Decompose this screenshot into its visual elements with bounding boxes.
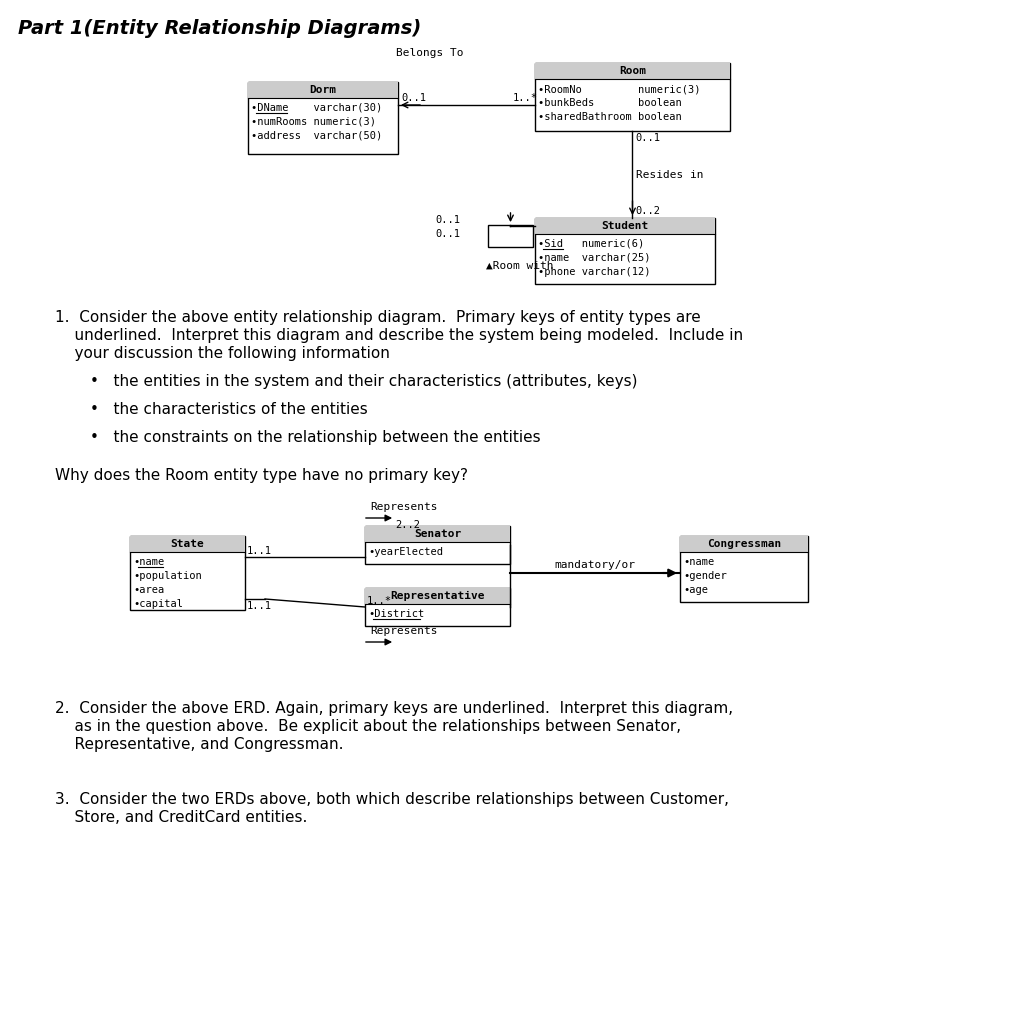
Text: Why does the Room entity type have no primary key?: Why does the Room entity type have no pr… <box>55 468 467 483</box>
Text: 1..*: 1..* <box>367 596 391 606</box>
Text: 1..1: 1..1 <box>247 601 272 611</box>
Text: 1..*: 1..* <box>513 93 538 103</box>
Text: •Sid   numeric(6): •Sid numeric(6) <box>538 239 644 249</box>
Text: Part 1(Entity Relationship Diagrams): Part 1(Entity Relationship Diagrams) <box>18 18 421 38</box>
Text: underlined.  Interpret this diagram and describe the system being modeled.  Incl: underlined. Interpret this diagram and d… <box>55 328 742 343</box>
Text: Resides in: Resides in <box>636 170 704 179</box>
Text: •RoomNo         numeric(3): •RoomNo numeric(3) <box>538 84 700 94</box>
Bar <box>365 588 510 626</box>
Text: •population: •population <box>132 571 201 581</box>
Text: your discussion the following information: your discussion the following informatio… <box>55 346 389 361</box>
Bar <box>679 536 807 602</box>
Text: •capital: •capital <box>132 599 183 609</box>
Text: •bunkBeds       boolean: •bunkBeds boolean <box>538 98 681 108</box>
Text: 0..1: 0..1 <box>435 215 460 225</box>
Text: Room: Room <box>619 66 645 76</box>
Text: •   the constraints on the relationship between the entities: • the constraints on the relationship be… <box>90 430 540 445</box>
Text: •DName    varchar(30): •DName varchar(30) <box>251 103 382 113</box>
Text: 2..2: 2..2 <box>394 520 420 530</box>
Bar <box>248 82 397 98</box>
Text: State: State <box>171 539 204 549</box>
Bar <box>248 82 397 154</box>
Bar <box>535 218 715 284</box>
Bar <box>365 588 510 604</box>
Text: •name  varchar(25): •name varchar(25) <box>538 253 650 263</box>
Bar <box>365 526 510 542</box>
Text: •District: •District <box>368 609 424 618</box>
Text: Representative: Representative <box>390 591 484 601</box>
Text: •sharedBathroom boolean: •sharedBathroom boolean <box>538 112 681 122</box>
Bar <box>129 536 245 610</box>
Text: 0..1: 0..1 <box>400 93 426 103</box>
Text: Represents: Represents <box>370 502 437 512</box>
Text: •numRooms numeric(3): •numRooms numeric(3) <box>251 117 376 127</box>
Bar <box>535 63 729 79</box>
Text: •   the entities in the system and their characteristics (attributes, keys): • the entities in the system and their c… <box>90 374 637 389</box>
Bar <box>535 63 729 131</box>
Text: Dorm: Dorm <box>309 85 337 95</box>
Text: Represents: Represents <box>370 626 437 636</box>
Text: ▲Room with: ▲Room with <box>485 261 553 271</box>
Text: •name: •name <box>132 557 164 567</box>
Text: 1.  Consider the above entity relationship diagram.  Primary keys of entity type: 1. Consider the above entity relationshi… <box>55 310 700 325</box>
Text: 0..1: 0..1 <box>635 133 660 143</box>
Text: •name: •name <box>682 557 714 567</box>
Bar <box>535 218 715 234</box>
Bar <box>679 536 807 552</box>
Bar <box>487 225 533 247</box>
Text: Belongs To: Belongs To <box>396 48 463 58</box>
Text: 1..1: 1..1 <box>247 546 272 556</box>
Text: 2.  Consider the above ERD. Again, primary keys are underlined.  Interpret this : 2. Consider the above ERD. Again, primar… <box>55 701 732 716</box>
Text: •area: •area <box>132 585 164 595</box>
Text: •phone varchar(12): •phone varchar(12) <box>538 267 650 278</box>
Text: •age: •age <box>682 585 708 595</box>
Text: Representative, and Congressman.: Representative, and Congressman. <box>55 737 343 752</box>
Text: as in the question above.  Be explicit about the relationships between Senator,: as in the question above. Be explicit ab… <box>55 719 680 734</box>
Text: •   the characteristics of the entities: • the characteristics of the entities <box>90 402 367 417</box>
Text: •address  varchar(50): •address varchar(50) <box>251 131 382 141</box>
Text: Senator: Senator <box>413 529 461 539</box>
Text: mandatory/or: mandatory/or <box>554 560 635 570</box>
Bar <box>365 526 510 564</box>
Text: 0..1: 0..1 <box>435 229 460 239</box>
Text: 0..2: 0..2 <box>635 206 660 216</box>
Text: •gender: •gender <box>682 571 726 581</box>
Text: Store, and CreditCard entities.: Store, and CreditCard entities. <box>55 810 307 825</box>
Text: Student: Student <box>601 221 648 231</box>
Text: •yearElected: •yearElected <box>368 547 443 557</box>
Text: 3.  Consider the two ERDs above, both which describe relationships between Custo: 3. Consider the two ERDs above, both whi… <box>55 792 728 807</box>
Text: Congressman: Congressman <box>706 539 780 549</box>
Bar <box>129 536 245 552</box>
